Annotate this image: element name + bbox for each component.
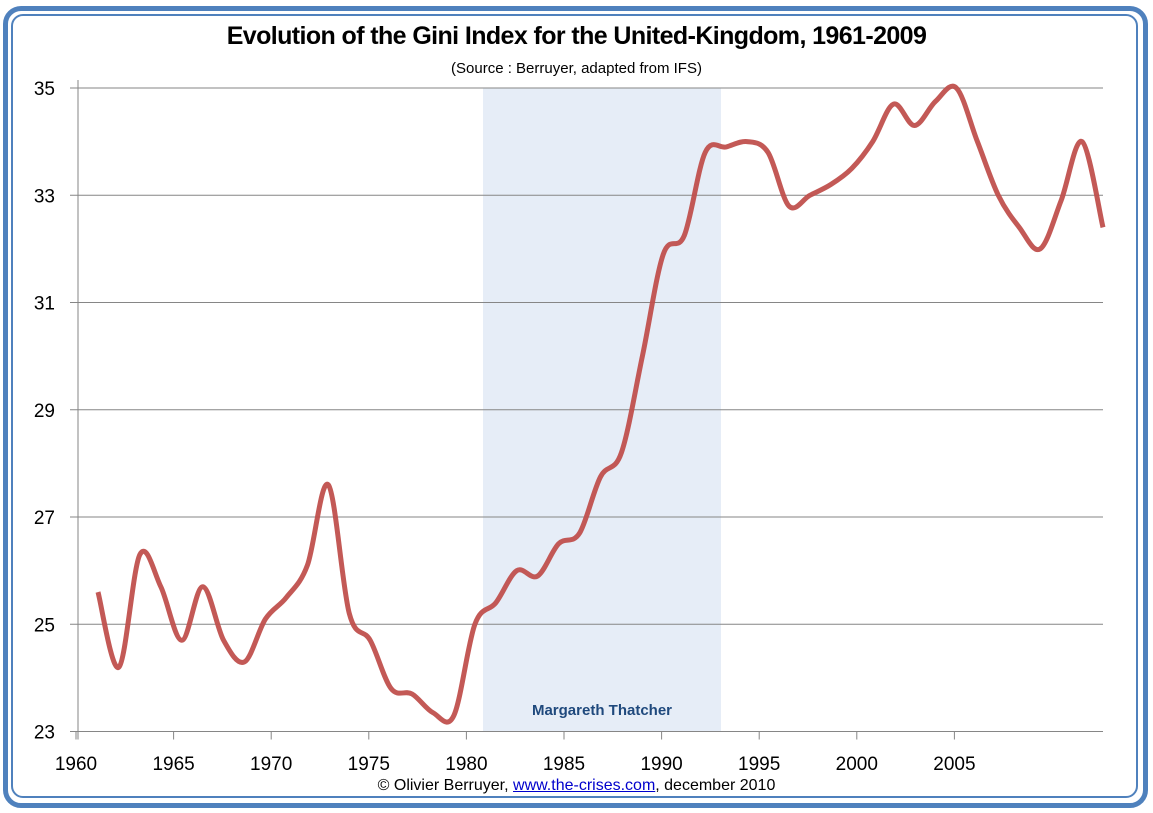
shaded-region-label: Margareth Thatcher	[532, 702, 672, 719]
footer-prefix: © Olivier Berruyer,	[377, 777, 514, 794]
y-tick-label: 35	[34, 79, 55, 100]
y-tick-label: 27	[34, 508, 55, 529]
footer-suffix: , december 2010	[655, 777, 776, 794]
footer-link[interactable]: www.the-crises.com	[513, 777, 656, 794]
x-tick-label: 2005	[933, 754, 975, 775]
y-tick-label: 33	[34, 186, 55, 207]
y-tick-label: 23	[34, 723, 55, 744]
chart-frame-outer-border	[3, 6, 1148, 808]
y-tick-label: 31	[34, 294, 55, 315]
x-tick-label: 1970	[250, 754, 292, 775]
x-tick-label: 2000	[836, 754, 878, 775]
y-tick-label: 29	[34, 401, 55, 422]
x-tick-label: 1975	[348, 754, 390, 775]
x-tick-label: 1990	[640, 754, 682, 775]
chart-title: Evolution of the Gini Index for the Unit…	[226, 22, 927, 50]
y-tick-label: 25	[34, 615, 55, 636]
gini-series-line	[95, 83, 1106, 725]
axes	[70, 80, 1103, 740]
x-tick-label: 1985	[543, 754, 585, 775]
series-layer	[95, 83, 1106, 725]
chart-footer: © Olivier Berruyer, www.the-crises.com, …	[0, 777, 1153, 795]
x-tick-label: 1980	[445, 754, 487, 775]
x-tick-label: 1965	[152, 754, 194, 775]
x-tick-label: 1960	[55, 754, 97, 775]
x-tick-label: 1995	[738, 754, 780, 775]
chart-frame-inner-border	[11, 14, 1138, 798]
chart-subtitle: (Source : Berruyer, adapted from IFS)	[451, 60, 702, 77]
tick-labels: 23 25 27 29 31 33 35 1960 1965 1970 1975 1980 1985 19…	[34, 79, 976, 775]
